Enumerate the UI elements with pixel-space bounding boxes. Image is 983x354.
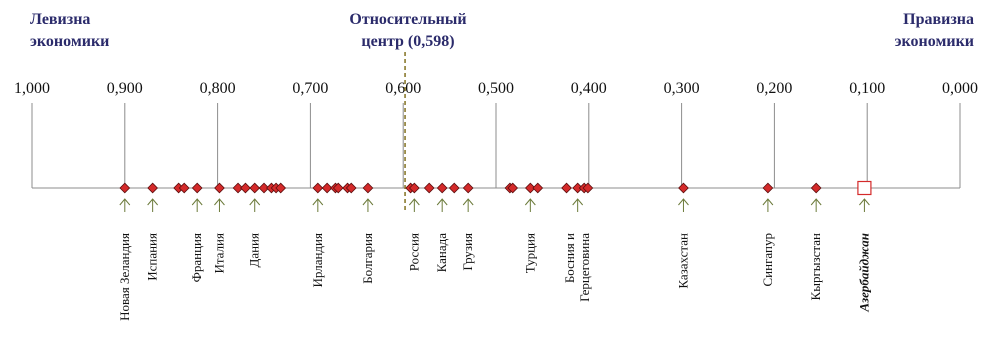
country-label: Кыргызстан <box>808 233 823 300</box>
right-header-line1: Правизна <box>903 11 974 28</box>
arrow-head <box>191 198 203 206</box>
left-header-line2: экономики <box>30 33 109 50</box>
arrow-head <box>214 198 225 206</box>
tick-label: 0,800 <box>200 80 236 97</box>
arrow-head <box>462 198 474 206</box>
data-point <box>332 182 344 194</box>
country-label: Азербайджан <box>856 233 871 313</box>
data-point <box>408 182 420 194</box>
tick-label: 0,000 <box>942 80 978 97</box>
tick-label: 0,600 <box>385 80 421 97</box>
data-point <box>321 182 333 194</box>
tick-label: 0,900 <box>107 80 143 97</box>
tick-label: 0,300 <box>664 80 700 97</box>
country-label: Грузия <box>460 233 475 271</box>
data-point <box>810 182 822 194</box>
arrow-head <box>524 198 536 206</box>
center-header-line1: Относительный <box>349 11 466 28</box>
tick-label: 0,400 <box>571 80 607 97</box>
country-label: Италия <box>211 233 226 274</box>
arrow-head <box>119 198 131 206</box>
data-point <box>462 182 474 194</box>
headers: Левизна экономики Относительный центр (0… <box>30 11 974 50</box>
country-label: Испания <box>145 233 160 281</box>
country-label: Дания <box>247 233 262 268</box>
country-label: Болгария <box>360 233 375 284</box>
country-label: Казахстан <box>675 233 690 289</box>
arrow-head <box>408 198 420 206</box>
axis: 1,000 0,900 0,800 0,700 0,600 0,500 0,400 0,300… <box>14 80 978 189</box>
country-label: Ирландия <box>310 233 325 288</box>
right-header-line2: экономики <box>895 33 974 50</box>
country-label: Новая Зеландия <box>117 233 132 321</box>
data-point <box>249 182 261 194</box>
country-label: Франция <box>189 233 204 282</box>
tick-label: 0,700 <box>292 80 328 97</box>
data-points <box>119 180 872 196</box>
tick-label: 1,000 <box>14 80 50 97</box>
arrow-head <box>859 198 870 206</box>
data-point <box>762 182 774 194</box>
data-point <box>191 182 203 194</box>
country-label: Турция <box>522 233 537 273</box>
country-label: Герцеговина <box>577 233 592 302</box>
arrow-head <box>249 198 261 206</box>
data-point <box>147 182 159 194</box>
country-label: Босния и <box>562 233 577 283</box>
data-point <box>232 182 244 194</box>
arrow-head <box>762 198 774 206</box>
arrow-head <box>678 198 689 206</box>
data-point <box>507 182 519 194</box>
data-point <box>436 182 448 194</box>
data-point <box>258 182 270 194</box>
arrow-head <box>572 198 584 206</box>
data-point <box>524 182 536 194</box>
arrow-head <box>147 198 159 206</box>
data-point <box>532 182 544 194</box>
data-point <box>448 182 460 194</box>
data-point <box>275 182 287 194</box>
left-header-line1: Левизна <box>30 11 90 28</box>
country-labels: Новая Зеландия Испания Франция Италия Дания И… <box>117 198 871 321</box>
tick-label: 0,200 <box>756 80 792 97</box>
tick-label: 0,100 <box>849 80 885 97</box>
center-header-line2: центр (0,598) <box>361 33 454 50</box>
data-point <box>119 182 131 194</box>
arrow-head <box>436 198 448 206</box>
arrow-head <box>810 198 822 206</box>
arrow-head <box>312 198 324 206</box>
data-point <box>423 182 435 194</box>
data-point <box>678 182 689 194</box>
country-label: Сингапур <box>760 233 775 286</box>
tick-label: 0,500 <box>478 80 514 97</box>
country-label: Канада <box>434 233 449 273</box>
data-point <box>561 182 572 194</box>
arrow-head <box>362 198 374 206</box>
highlight-point <box>857 180 872 196</box>
country-label: Россия <box>406 233 421 271</box>
data-point <box>214 182 225 194</box>
data-point <box>178 182 190 194</box>
data-point <box>362 182 374 194</box>
data-point <box>240 182 251 194</box>
data-point <box>312 182 324 194</box>
data-point <box>582 182 594 194</box>
data-point <box>345 182 357 194</box>
